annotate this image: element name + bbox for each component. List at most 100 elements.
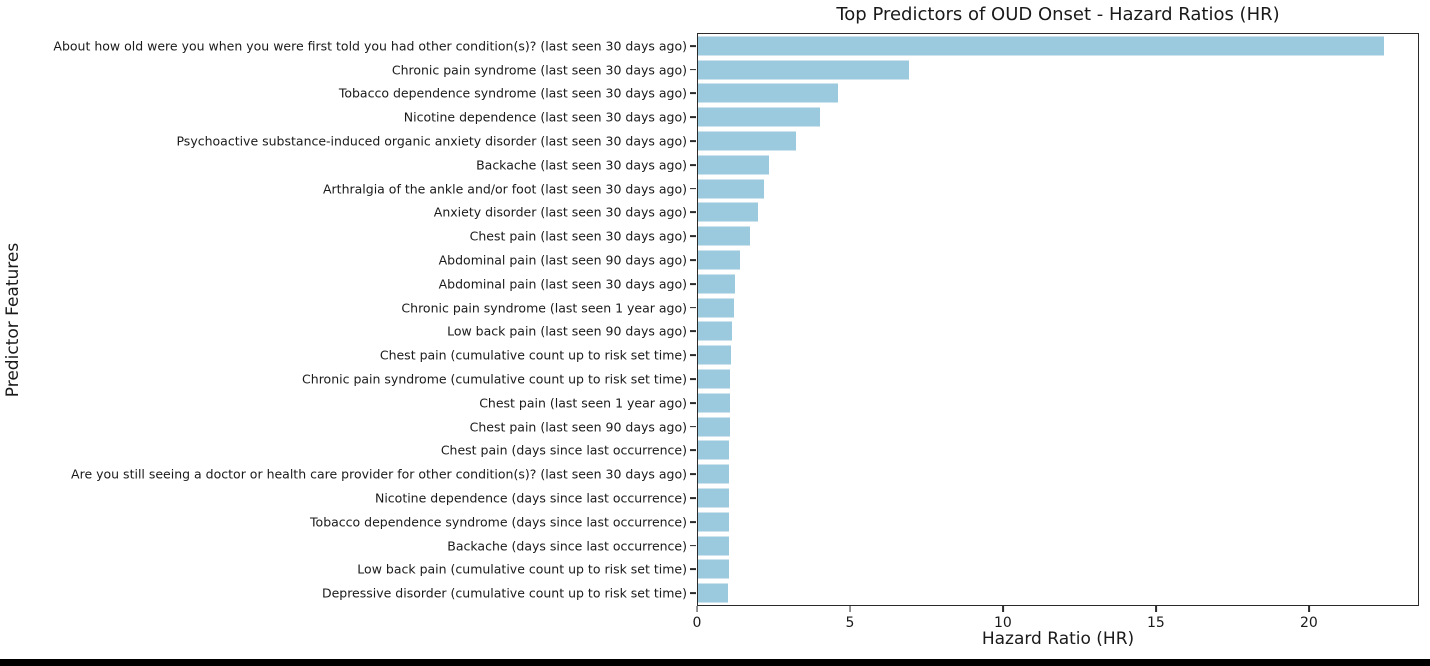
y-tick-label: Chronic pain syndrome (last seen 30 days… xyxy=(391,62,687,78)
bar xyxy=(698,226,750,246)
bar xyxy=(698,464,730,484)
bar-row: Psychoactive substance-induced organic a… xyxy=(176,129,1418,153)
x-tick-label: 20 xyxy=(1299,615,1318,631)
bar xyxy=(698,393,731,413)
bar-row: Are you still seeing a doctor or health … xyxy=(71,462,1418,486)
y-tick-label: Depressive disorder (cumulative count up… xyxy=(321,585,687,601)
bar-row: Tobacco dependence syndrome (last seen 3… xyxy=(339,82,1418,106)
bar xyxy=(698,298,734,318)
x-tick: 5 xyxy=(845,606,854,631)
bar xyxy=(698,107,821,127)
y-tick-label: Low back pain (last seen 90 days ago) xyxy=(447,323,687,339)
y-tick-mark xyxy=(690,44,696,47)
x-axis-ticks: 0 5 10 15 20 xyxy=(693,606,1419,636)
bar xyxy=(698,536,729,556)
x-tick-mark xyxy=(1002,606,1004,612)
y-axis-label-text: Predictor Features xyxy=(3,242,24,397)
bar xyxy=(698,179,764,199)
y-tick-label: Chest pain (cumulative count up to risk … xyxy=(379,347,687,363)
y-tick-mark xyxy=(690,449,696,452)
bar xyxy=(698,36,1385,56)
bar xyxy=(698,202,759,222)
bar xyxy=(698,155,770,175)
x-tick-mark xyxy=(696,606,698,612)
x-axis-label: Hazard Ratio (HR) xyxy=(981,629,1135,649)
bar-row: Nicotine dependence (days since last occ… xyxy=(375,486,1418,510)
y-tick-label: Chest pain (last seen 1 year ago) xyxy=(479,395,687,411)
bar xyxy=(698,83,839,103)
y-tick-label: Abdominal pain (last seen 30 days ago) xyxy=(438,276,687,292)
y-tick-mark xyxy=(690,401,696,404)
y-tick-label: Tobacco dependence syndrome (last seen 3… xyxy=(338,85,687,101)
x-tick-mark xyxy=(1307,606,1310,612)
y-tick-mark xyxy=(690,116,696,119)
y-tick-label: Psychoactive substance-induced organic a… xyxy=(176,133,687,149)
bar xyxy=(698,345,731,365)
bar-row: About how old were you when you were fir… xyxy=(53,34,1418,58)
bar-row: Chest pain (last seen 90 days ago) xyxy=(470,415,1418,439)
y-tick-mark xyxy=(690,330,696,333)
y-tick-label: Chronic pain syndrome (cumulative count … xyxy=(302,371,687,387)
bar-row: Backache (last seen 30 days ago) xyxy=(476,153,1418,177)
y-tick-label: Chest pain (days since last occurrence) xyxy=(440,442,687,458)
y-tick-label: Chest pain (last seen 90 days ago) xyxy=(469,419,687,435)
x-tick: 15 xyxy=(1147,606,1165,631)
x-tick-label: 5 xyxy=(845,615,855,631)
bar xyxy=(698,417,730,437)
bar-row: Depressive disorder (cumulative count up… xyxy=(322,581,1418,605)
y-tick-mark xyxy=(690,520,696,523)
bar xyxy=(698,583,728,603)
bar-row: Backache (days since last occurrence) xyxy=(447,534,1418,558)
y-tick-mark xyxy=(690,140,696,142)
bar-row: Chest pain (cumulative count up to risk … xyxy=(380,343,1418,367)
y-tick-mark xyxy=(690,568,696,571)
y-tick-label: About how old were you when you were fir… xyxy=(53,38,687,54)
bar-row: Low back pain (cumulative count up to ri… xyxy=(357,558,1418,582)
bar xyxy=(698,60,909,80)
chart-title: Top Predictors of OUD Onset - Hazard Rat… xyxy=(836,4,1280,25)
y-tick-label: Chronic pain syndrome (last seen 1 year … xyxy=(401,300,687,316)
bar xyxy=(698,274,736,294)
y-tick-mark xyxy=(690,282,696,285)
bar-row: Tobacco dependence syndrome (days since … xyxy=(310,510,1418,534)
bar-row: Chronic pain syndrome (last seen 30 days… xyxy=(392,58,1418,82)
bar xyxy=(698,131,796,151)
y-tick-label: Are you still seeing a doctor or health … xyxy=(71,466,687,482)
y-tick-mark xyxy=(690,211,696,214)
y-tick-label: Low back pain (cumulative count up to ri… xyxy=(357,561,687,577)
x-tick: 20 xyxy=(1300,606,1318,631)
y-tick-label: Tobacco dependence syndrome (days since … xyxy=(310,514,687,530)
bar-row: Nicotine dependence (last seen 30 days a… xyxy=(404,105,1418,129)
bar xyxy=(698,440,730,460)
y-tick-mark xyxy=(690,592,696,595)
bar xyxy=(698,369,731,389)
x-tick: 0 xyxy=(693,606,701,631)
bar-row: Chest pain (last seen 30 days ago) xyxy=(470,224,1418,248)
bar-row: Chest pain (last seen 1 year ago) xyxy=(479,391,1418,415)
y-tick-label: Backache (last seen 30 days ago) xyxy=(476,157,687,173)
bar-row: Chronic pain syndrome (cumulative count … xyxy=(302,367,1418,391)
y-tick-mark xyxy=(690,473,696,476)
y-tick-label: Anxiety disorder (last seen 30 days ago) xyxy=(433,204,687,220)
y-tick-mark xyxy=(690,92,696,95)
y-tick-mark xyxy=(690,235,696,238)
y-axis-label: Predictor Features xyxy=(0,33,26,606)
y-tick-mark xyxy=(690,497,696,499)
bar xyxy=(698,488,730,508)
y-tick-mark xyxy=(690,187,696,190)
bottom-black-strip xyxy=(0,659,1430,666)
y-tick-label: Nicotine dependence (days since last occ… xyxy=(374,490,687,506)
y-tick-label: Abdominal pain (last seen 90 days ago) xyxy=(438,252,687,268)
bar xyxy=(698,559,729,579)
y-tick-label: Backache (days since last occurrence) xyxy=(447,538,687,554)
bar-row: Anxiety disorder (last seen 30 days ago) xyxy=(434,201,1418,225)
bar xyxy=(698,250,740,270)
bar-row: Chronic pain syndrome (last seen 1 year … xyxy=(401,296,1418,320)
x-tick-label: 10 xyxy=(994,615,1012,631)
bar-row: Arthralgia of the ankle and/or foot (las… xyxy=(323,177,1418,201)
y-tick-mark xyxy=(690,68,696,71)
y-tick-label: Nicotine dependence (last seen 30 days a… xyxy=(403,109,687,125)
bar-row: Chest pain (days since last occurrence) xyxy=(441,439,1418,463)
bar xyxy=(698,512,729,532)
